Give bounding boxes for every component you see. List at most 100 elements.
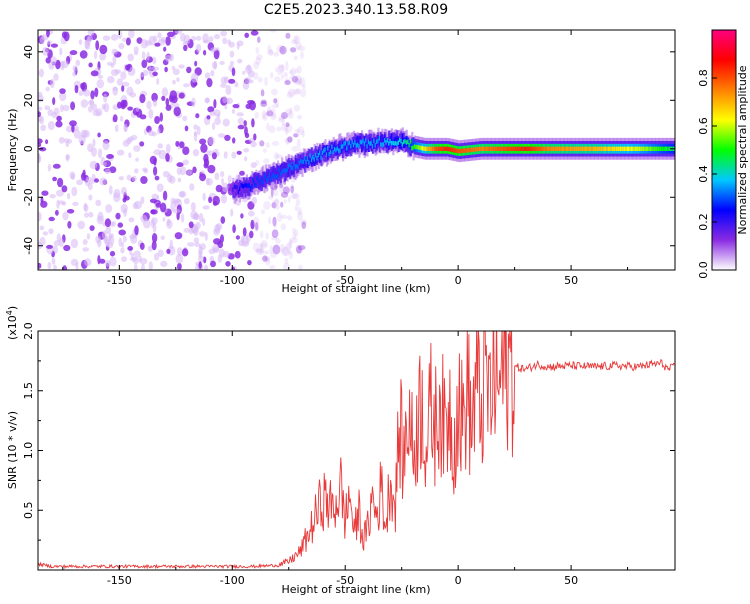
noise-blob — [143, 168, 149, 174]
ridge-cell — [541, 146, 544, 151]
noise-blob — [204, 97, 211, 104]
noise-blob — [220, 76, 227, 85]
noise-blob — [141, 59, 148, 69]
noise-blob — [108, 185, 113, 195]
ridge-cell — [478, 146, 482, 152]
snr-y-tick-label: 0.5 — [22, 502, 35, 520]
noise-blob — [247, 79, 254, 84]
snr-x-tick-label: -100 — [220, 574, 245, 587]
noise-blob — [242, 70, 246, 75]
noise-blob — [291, 237, 298, 244]
noise-blob — [283, 199, 288, 204]
ridge-cell — [271, 169, 274, 179]
noise-blob — [182, 115, 188, 122]
noise-blob — [220, 83, 227, 88]
ridge-cell — [314, 154, 318, 165]
ridge-cell — [560, 146, 563, 151]
noise-blob — [214, 172, 220, 181]
noise-blob — [208, 196, 213, 203]
ridge-cell — [668, 146, 671, 151]
ridge-cell — [613, 146, 616, 151]
noise-blob — [135, 106, 140, 112]
ridge-cell — [281, 169, 284, 175]
noise-blob — [273, 152, 280, 161]
noise-blob — [140, 71, 145, 78]
noise-blob — [175, 253, 184, 264]
noise-blob — [257, 36, 261, 43]
noise-blob — [265, 111, 270, 116]
noise-blob — [61, 185, 68, 193]
snr-multiplier-exponent: 4 — [5, 310, 14, 315]
ridge-cell — [634, 146, 637, 151]
noise-blob — [287, 196, 291, 203]
noise-blob — [222, 95, 228, 104]
noise-blob — [107, 242, 114, 249]
noise-blob — [84, 179, 91, 187]
noise-blob — [82, 169, 86, 178]
noise-blob — [250, 162, 257, 169]
spec-y-tick-label: -40 — [22, 237, 35, 255]
ridge-cell — [350, 144, 353, 149]
ridge-cell — [409, 139, 412, 144]
noise-blob — [236, 112, 244, 117]
ridge-cell — [534, 146, 537, 151]
noise-blob — [302, 84, 306, 90]
ridge-cell — [602, 146, 605, 151]
noise-blob — [121, 186, 127, 196]
noise-blob — [198, 212, 204, 223]
noise-blob — [58, 238, 64, 247]
spectrogram-panel: -150 -100 -50 0 50 -40 -20 0 20 40 Height of stra… — [6, 29, 676, 295]
noise-blob — [183, 83, 190, 88]
ridge-cell — [366, 144, 369, 149]
noise-blob — [121, 256, 128, 262]
ridge-cell — [352, 142, 356, 148]
noise-blob — [79, 50, 88, 59]
ridge-cell — [283, 162, 286, 172]
noise-blob — [295, 198, 301, 207]
ridge-cell — [599, 146, 602, 151]
colorbar-gradient — [712, 30, 736, 270]
noise-blob — [217, 254, 222, 263]
ridge-cell — [598, 146, 601, 151]
snr-x-tick-label: 0 — [455, 574, 462, 587]
ridge-cell — [496, 146, 499, 151]
noise-blob — [185, 169, 193, 176]
ridge-cell — [378, 136, 381, 141]
noise-blob — [151, 92, 158, 102]
ridge-cell — [266, 178, 269, 183]
noise-blob — [288, 251, 294, 260]
noise-blob — [193, 124, 198, 130]
noise-blob — [237, 124, 245, 130]
noise-blob — [193, 213, 199, 221]
ridge-cell — [642, 146, 646, 151]
noise-blob — [128, 217, 135, 223]
ridge-cell — [399, 138, 402, 149]
ridge-cell — [417, 145, 421, 150]
ridge-cell — [301, 159, 304, 164]
noise-blob — [186, 66, 192, 74]
noise-blob — [101, 230, 107, 240]
ridge-cell — [626, 146, 629, 151]
noise-blob — [267, 106, 272, 116]
noise-blob — [104, 260, 111, 267]
ridge-cell — [270, 172, 273, 182]
noise-blob — [239, 170, 245, 176]
ridge-cell — [363, 141, 366, 146]
noise-blob — [271, 141, 280, 146]
noise-blob — [121, 241, 125, 248]
ridge-cell — [251, 183, 254, 189]
ridge-cell — [320, 155, 323, 160]
noise-blob — [263, 256, 271, 261]
ridge-cell — [518, 146, 521, 151]
noise-blob — [121, 85, 125, 92]
noise-blob — [127, 246, 134, 251]
ridge-cell — [286, 159, 289, 175]
ridge-cell — [325, 144, 328, 155]
noise-blob — [243, 120, 247, 127]
noise-blob — [120, 203, 128, 214]
ridge-cell — [359, 139, 362, 145]
noise-blob — [297, 248, 304, 254]
ridge-cell — [558, 146, 562, 151]
noise-blob — [204, 72, 211, 79]
noise-blob — [195, 43, 202, 53]
